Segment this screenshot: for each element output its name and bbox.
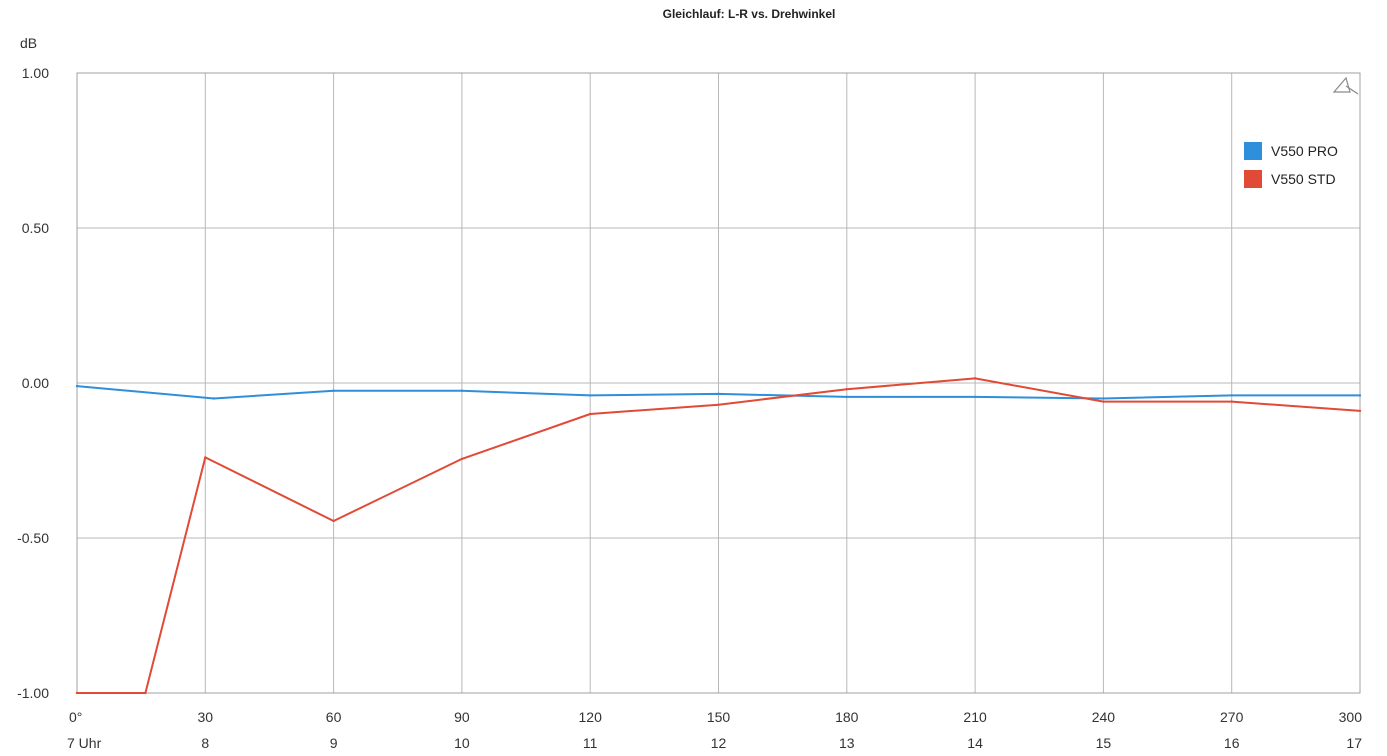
data-point xyxy=(973,377,977,380)
data-point xyxy=(460,457,464,461)
data-point xyxy=(717,403,720,406)
x-secondary-tick-label: 13 xyxy=(839,735,855,751)
data-point xyxy=(1102,397,1105,400)
y-axis-label: dB xyxy=(20,35,37,51)
legend-swatch xyxy=(1244,142,1262,160)
y-tick-label: 0.50 xyxy=(22,220,49,236)
triangle-icon[interactable] xyxy=(1332,76,1359,95)
data-point xyxy=(1102,400,1105,403)
data-point xyxy=(1230,394,1233,397)
series-line-2 xyxy=(77,377,1361,694)
x-tick-label: 0° xyxy=(69,709,82,725)
data-point xyxy=(212,397,216,400)
data-point xyxy=(332,389,335,392)
x-tick-label: 90 xyxy=(454,709,470,725)
y-tick-label: -1.00 xyxy=(17,685,49,701)
x-tick-label: 180 xyxy=(835,709,859,725)
data-point xyxy=(75,691,79,695)
x-secondary-tick-label: 10 xyxy=(454,735,470,751)
x-secondary-tick-label: 8 xyxy=(201,735,209,751)
x-tick-label: 210 xyxy=(963,709,987,725)
data-point xyxy=(460,389,464,392)
x-tick-label: 120 xyxy=(579,709,603,725)
x-secondary-tick-label: 7 Uhr xyxy=(67,735,102,751)
x-tick-label: 150 xyxy=(707,709,731,725)
x-secondary-tick-label: 16 xyxy=(1224,735,1240,751)
data-point xyxy=(144,691,147,695)
axes: 1.00 0.50 0.00 -0.50 -1.00 0° 7 Uhr 30 8 60 9 90 10 1… xyxy=(17,65,1362,751)
data-point xyxy=(1358,409,1362,413)
x-secondary-tick-label: 15 xyxy=(1096,735,1112,751)
x-secondary-tick-label: 12 xyxy=(711,735,727,751)
data-point xyxy=(75,384,79,388)
legend-swatch xyxy=(1244,170,1262,188)
data-point xyxy=(717,392,720,396)
data-point xyxy=(204,456,207,459)
grid xyxy=(76,72,1361,694)
legend: V550 PRO V550 STD xyxy=(1244,142,1338,188)
y-tick-label: -0.50 xyxy=(17,530,49,546)
x-tick-label: 30 xyxy=(198,709,214,725)
plot-frame xyxy=(76,72,1361,694)
legend-label: V550 STD xyxy=(1271,171,1336,187)
data-point xyxy=(1358,394,1362,397)
x-secondary-tick-label: 9 xyxy=(330,735,338,751)
data-point xyxy=(845,395,848,399)
data-point xyxy=(332,519,335,523)
x-tick-label: 300 xyxy=(1339,709,1363,725)
data-point xyxy=(589,412,592,416)
x-tick-label: 240 xyxy=(1092,709,1116,725)
data-point xyxy=(1230,400,1233,403)
chart-title: Gleichlauf: L-R vs. Drehwinkel xyxy=(663,7,836,21)
y-tick-label: 0.00 xyxy=(22,375,49,391)
x-tick-label: 270 xyxy=(1220,709,1244,725)
y-tick-label: 1.00 xyxy=(22,65,49,81)
data-point xyxy=(973,395,977,399)
data-point xyxy=(845,388,848,391)
x-secondary-tick-label: 14 xyxy=(967,735,983,751)
series-lines xyxy=(75,377,1362,695)
x-secondary-tick-label: 11 xyxy=(583,735,598,751)
x-secondary-tick-label: 17 xyxy=(1346,735,1362,751)
data-point xyxy=(589,394,592,397)
x-tick-label: 60 xyxy=(326,709,342,725)
legend-label: V550 PRO xyxy=(1271,143,1338,159)
